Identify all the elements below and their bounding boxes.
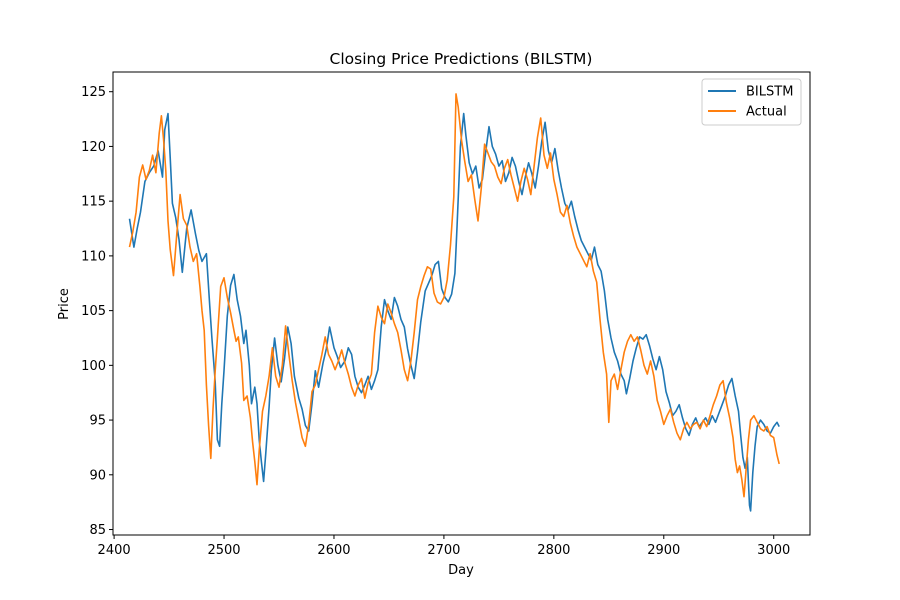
- y-tick-label: 115: [81, 195, 106, 210]
- x-tick-label: 2900: [647, 543, 680, 558]
- axes-frame: [112, 71, 811, 536]
- legend: BILSTM Actual: [701, 78, 802, 126]
- x-axis-title: Day: [448, 563, 474, 578]
- y-tick-label: 125: [81, 85, 106, 100]
- y-tick-label: 110: [81, 249, 106, 264]
- y-axis: 85 90 95 100 105 110 115 120 125: [81, 85, 113, 538]
- y-tick-label: 95: [89, 414, 106, 429]
- y-tick-label: 90: [89, 468, 106, 483]
- x-tick-label: 2700: [427, 543, 460, 558]
- plot-area: 2400 2500 2600 2700 2800 2900 3000 85 90 95 100 10…: [81, 71, 811, 558]
- x-tick-label: 3000: [757, 543, 790, 558]
- chart-title: Closing Price Predictions (BILSTM): [330, 50, 593, 68]
- series-line-actual: [128, 93, 780, 498]
- y-tick-label: 85: [89, 523, 106, 538]
- x-tick-label: 2500: [207, 543, 240, 558]
- legend-label: Actual: [746, 105, 787, 120]
- x-tick-label: 2800: [537, 543, 570, 558]
- y-tick-label: 105: [81, 304, 106, 319]
- legend-label: BILSTM: [746, 85, 793, 100]
- y-tick-label: 120: [81, 140, 106, 155]
- y-axis-title: Price: [57, 288, 72, 320]
- x-axis: 2400 2500 2600 2700 2800 2900 3000: [98, 535, 790, 558]
- x-tick-label: 2400: [98, 543, 131, 558]
- series-line-bilstm: [128, 112, 780, 512]
- x-tick-label: 2600: [317, 543, 350, 558]
- y-tick-label: 100: [81, 359, 106, 374]
- series-layer: [128, 93, 780, 512]
